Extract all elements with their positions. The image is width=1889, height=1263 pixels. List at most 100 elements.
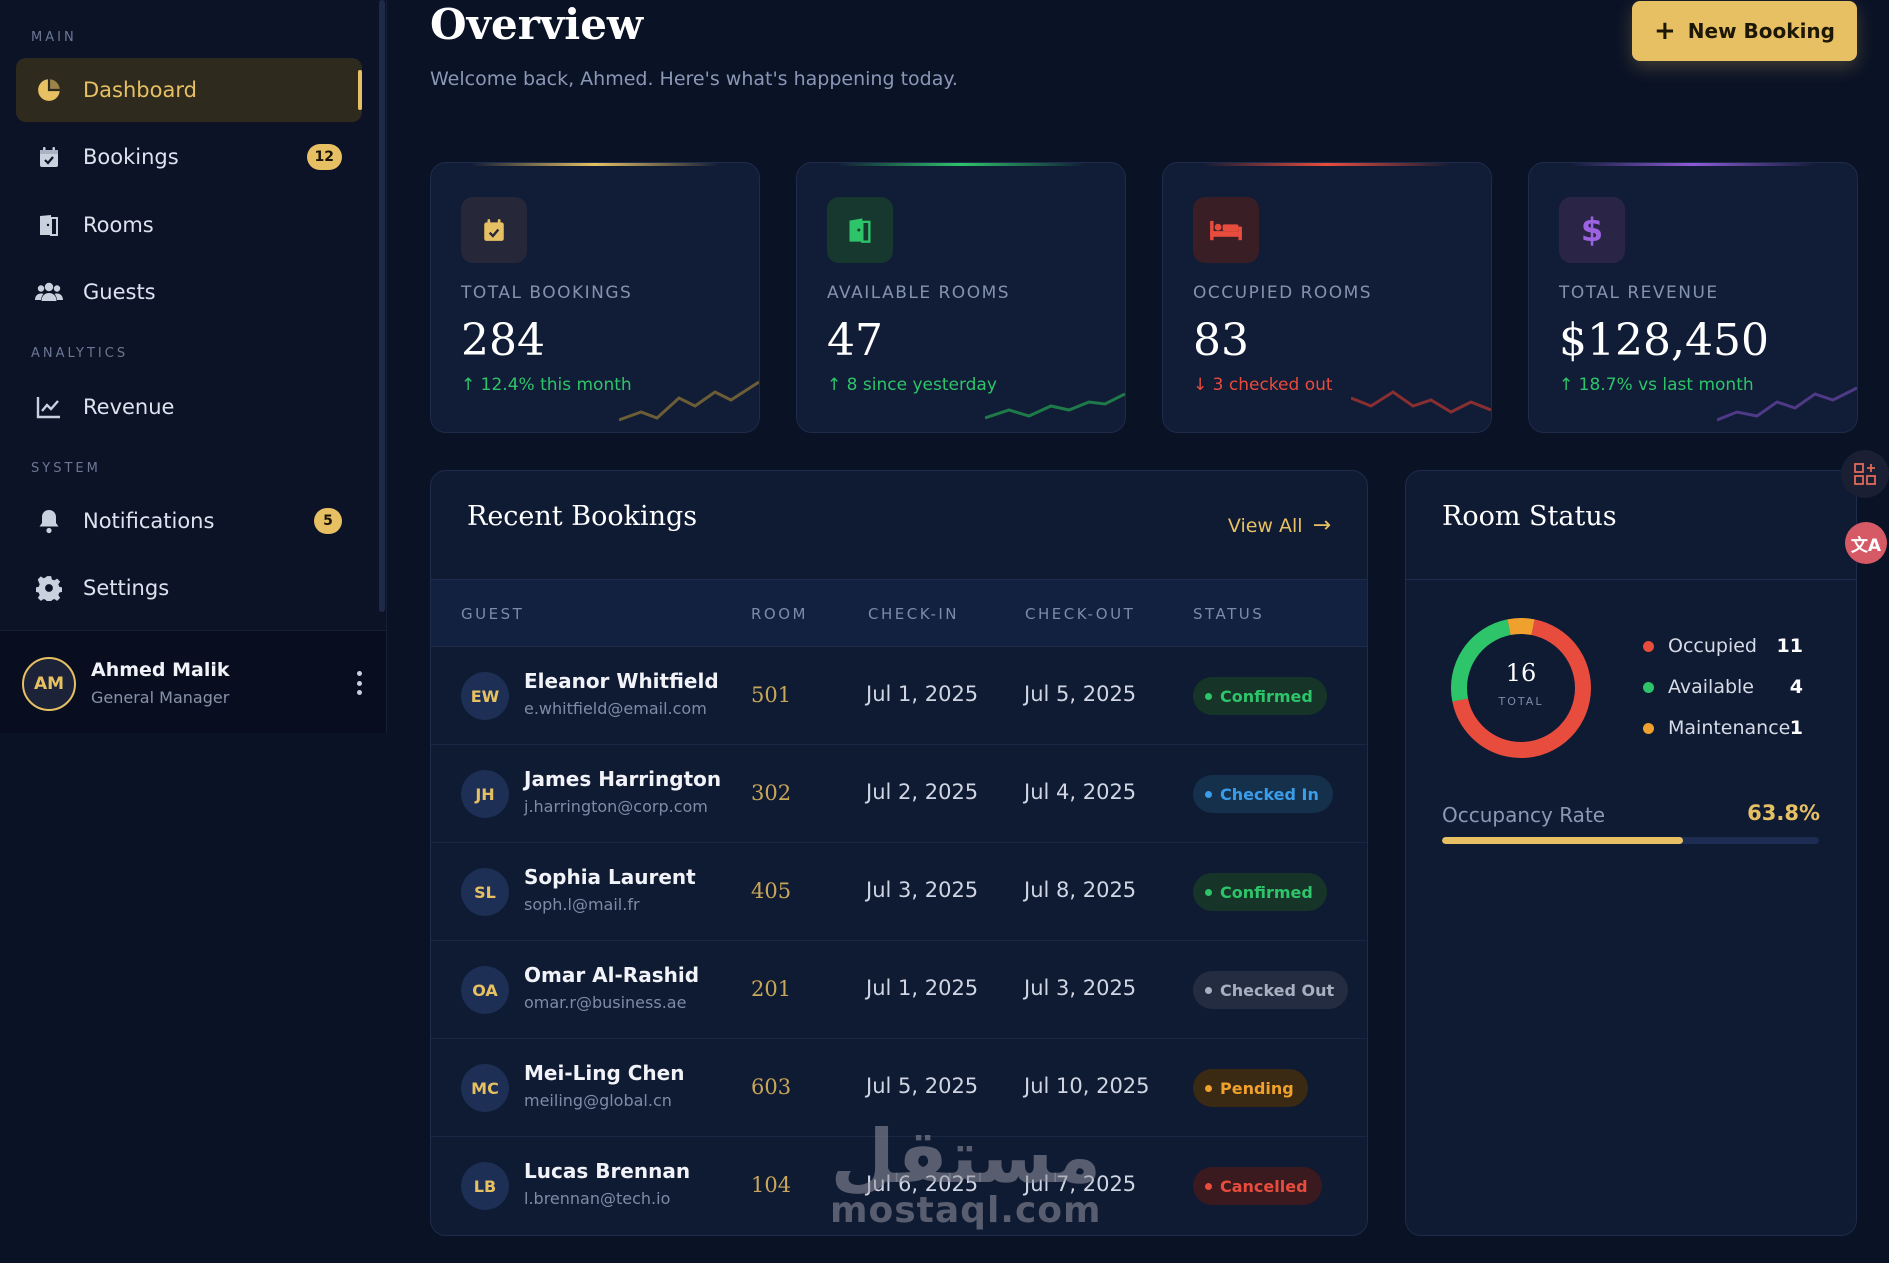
table-row[interactable]: MC Mei-Ling Chen meiling@global.cn 603 Jul 5… bbox=[431, 1039, 1367, 1137]
guest-avatar: EW bbox=[461, 672, 509, 720]
table-row[interactable]: SL Sophia Laurent soph.l@mail.fr 405 Jul 3, … bbox=[431, 843, 1367, 941]
view-all-link[interactable]: View All → bbox=[1228, 513, 1331, 538]
card-accent-line bbox=[1569, 163, 1817, 166]
section-label-system: SYSTEM bbox=[31, 461, 101, 476]
status-badge: Confirmed bbox=[1193, 677, 1327, 715]
check-in-date: Jul 3, 2025 bbox=[866, 878, 979, 902]
notifications-count-badge: 5 bbox=[314, 508, 342, 534]
stat-card-available-rooms: AVAILABLE ROOMS 47 ↑ 8 since yesterday bbox=[796, 162, 1126, 433]
section-label-analytics: ANALYTICS bbox=[31, 346, 129, 361]
view-all-label: View All bbox=[1227, 514, 1303, 537]
widgets-icon[interactable] bbox=[1841, 450, 1889, 498]
sidebar-scrollbar[interactable] bbox=[379, 0, 385, 612]
sidebar-item-settings[interactable]: Settings bbox=[16, 556, 362, 620]
sidebar-item-dashboard[interactable]: Dashboard bbox=[16, 58, 362, 122]
guest-name: James Harrington bbox=[524, 767, 722, 791]
stat-delta: ↑ 8 since yesterday bbox=[827, 375, 997, 395]
table-row[interactable]: LB Lucas Brennan l.brennan@tech.io 104 Jul 6… bbox=[431, 1137, 1367, 1235]
gear-icon bbox=[34, 573, 64, 603]
check-out-date: Jul 4, 2025 bbox=[1024, 780, 1137, 804]
sidebar-item-label: Rooms bbox=[83, 213, 154, 237]
sidebar-item-label: Bookings bbox=[83, 145, 179, 169]
legend-dot bbox=[1643, 640, 1654, 652]
guest-email: omar.r@business.ae bbox=[524, 993, 687, 1012]
guest-name: Sophia Laurent bbox=[524, 865, 696, 889]
status-label: Confirmed bbox=[1220, 686, 1313, 706]
guest-email: meiling@global.cn bbox=[524, 1091, 672, 1110]
sidebar-item-label: Settings bbox=[83, 576, 170, 600]
page-title: Overview bbox=[430, 0, 644, 49]
occupancy-rate-label: Occupancy Rate bbox=[1442, 803, 1606, 827]
calendar-check-icon bbox=[461, 197, 527, 263]
column-header-check-out: CHECK-OUT bbox=[1025, 605, 1136, 623]
more-options-icon[interactable] bbox=[355, 671, 363, 695]
table-row[interactable]: EW Eleanor Whitfield e.whitfield@email.com… bbox=[431, 647, 1367, 745]
sparkline bbox=[619, 380, 759, 422]
guest-avatar: LB bbox=[461, 1162, 509, 1210]
sidebar-item-guests[interactable]: Guests bbox=[16, 260, 362, 324]
translate-icon[interactable]: 文A bbox=[1845, 522, 1887, 564]
guest-email: l.brennan@tech.io bbox=[524, 1189, 671, 1208]
donut-segment-maintenance bbox=[1451, 618, 1591, 758]
status-badge: Checked In bbox=[1193, 775, 1333, 813]
new-booking-button[interactable]: + New Booking bbox=[1632, 1, 1857, 61]
sidebar-item-label: Dashboard bbox=[83, 78, 197, 102]
stat-value: 284 bbox=[461, 315, 545, 366]
stat-delta: ↓ 3 checked out bbox=[1193, 375, 1333, 395]
sidebar-item-label: Notifications bbox=[83, 509, 215, 533]
sidebar-item-rooms[interactable]: Rooms bbox=[16, 193, 362, 257]
check-in-date: Jul 1, 2025 bbox=[866, 976, 979, 1000]
stat-label: AVAILABLE ROOMS bbox=[827, 283, 1011, 303]
sparkline bbox=[985, 392, 1125, 420]
door-icon bbox=[827, 197, 893, 263]
arrow-right-icon: → bbox=[1312, 513, 1331, 538]
stat-delta-text: 18.7% vs last month bbox=[1578, 375, 1754, 395]
stat-value: 47 bbox=[827, 315, 883, 366]
stat-delta-text: 8 since yesterday bbox=[846, 375, 997, 395]
guest-name: Mei-Ling Chen bbox=[524, 1061, 685, 1085]
dollar-icon: $ bbox=[1559, 197, 1625, 263]
legend-dot bbox=[1643, 681, 1654, 693]
guest-name: Lucas Brennan bbox=[524, 1159, 691, 1183]
sidebar-item-label: Revenue bbox=[83, 395, 175, 419]
divider bbox=[1406, 579, 1856, 580]
status-dot bbox=[1205, 692, 1212, 700]
legend-item-occupied: Occupied 11 bbox=[1643, 635, 1803, 657]
user-name: Ahmed Malik bbox=[91, 659, 230, 681]
status-dot bbox=[1205, 1084, 1212, 1092]
stat-delta: ↑ 18.7% vs last month bbox=[1559, 375, 1754, 395]
card-accent-line bbox=[837, 163, 1085, 166]
donut-segment-available bbox=[1451, 618, 1591, 758]
card-accent-line bbox=[1203, 163, 1451, 166]
stat-label: OCCUPIED ROOMS bbox=[1193, 283, 1373, 303]
legend-label: Maintenance bbox=[1668, 717, 1791, 739]
occupancy-progress-bar bbox=[1442, 837, 1819, 844]
sidebar-item-revenue[interactable]: Revenue bbox=[16, 375, 362, 439]
room-number: 405 bbox=[751, 879, 792, 903]
room-status-panel: Room Status 16 TOTAL Occupied 11 Availab… bbox=[1405, 470, 1857, 1236]
sidebar-item-notifications[interactable]: Notifications 5 bbox=[16, 489, 362, 553]
sparkline bbox=[1351, 390, 1491, 414]
users-icon bbox=[34, 277, 64, 307]
check-in-date: Jul 1, 2025 bbox=[866, 682, 979, 706]
table-row[interactable]: JH James Harrington j.harrington@corp.com 3… bbox=[431, 745, 1367, 843]
status-dot bbox=[1205, 790, 1212, 798]
status-badge: Confirmed bbox=[1193, 873, 1327, 911]
check-in-date: Jul 2, 2025 bbox=[866, 780, 979, 804]
room-status-title: Room Status bbox=[1442, 501, 1617, 532]
sidebar-item-label: Guests bbox=[83, 280, 156, 304]
guest-avatar: SL bbox=[461, 868, 509, 916]
status-label: Checked In bbox=[1220, 784, 1319, 804]
room-number: 603 bbox=[751, 1075, 792, 1099]
bed-icon bbox=[1193, 197, 1259, 263]
table-row[interactable]: OA Omar Al-Rashid omar.r@business.ae 201 Jul… bbox=[431, 941, 1367, 1039]
user-role: General Manager bbox=[91, 688, 230, 707]
stat-value: 83 bbox=[1193, 315, 1249, 366]
stat-delta: ↑ 12.4% this month bbox=[461, 375, 632, 395]
sidebar-item-bookings[interactable]: Bookings 12 bbox=[16, 125, 362, 189]
room-number: 104 bbox=[751, 1173, 792, 1197]
new-booking-label: New Booking bbox=[1687, 19, 1835, 43]
user-profile[interactable]: AM Ahmed Malik General Manager bbox=[0, 630, 386, 733]
check-out-date: Jul 3, 2025 bbox=[1024, 976, 1137, 1000]
guest-avatar: JH bbox=[461, 770, 509, 818]
